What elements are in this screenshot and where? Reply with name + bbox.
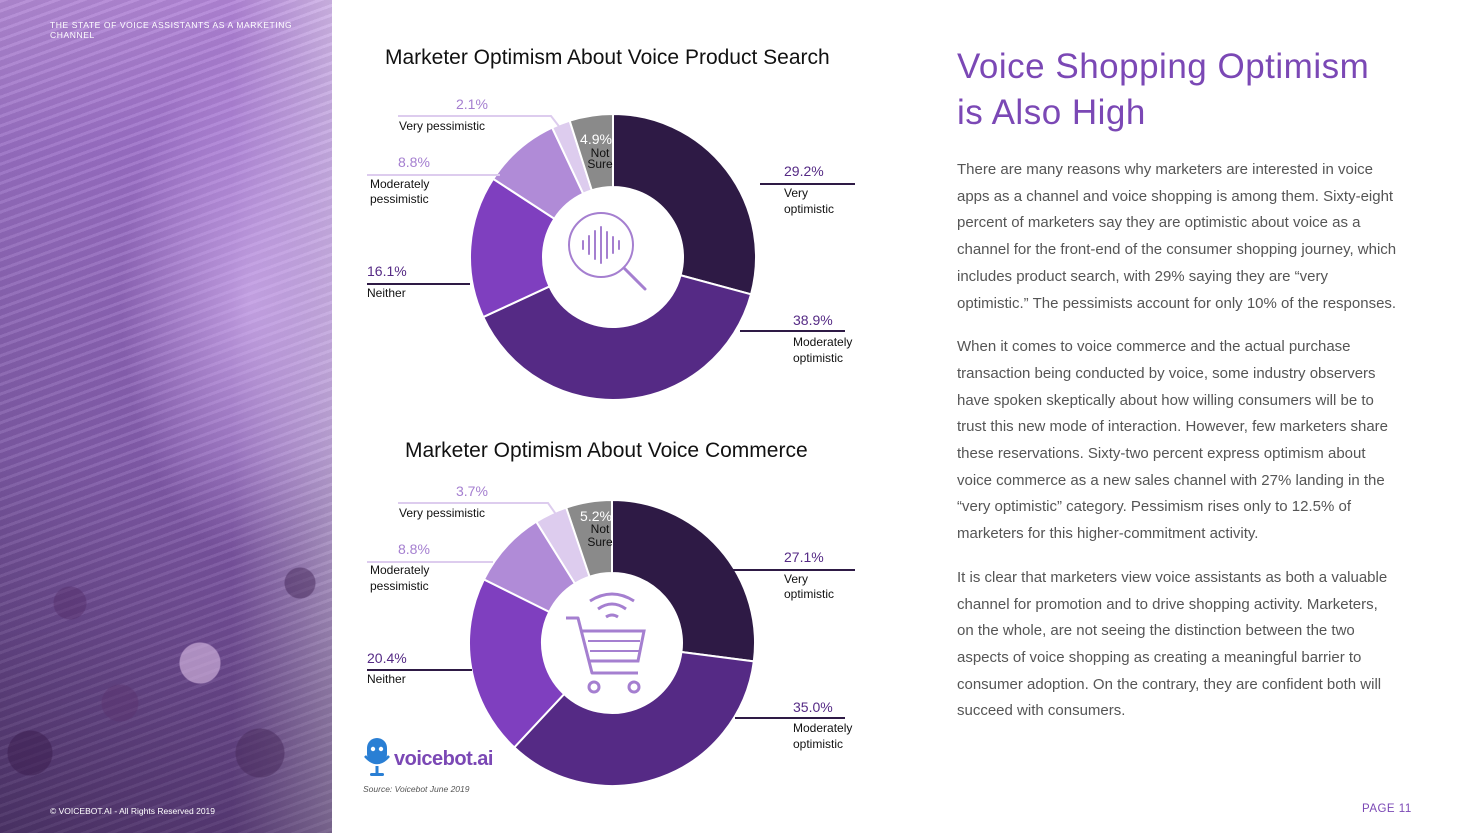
label-2-neither-value: 20.4% [367, 650, 407, 666]
label-2-very-pessimistic-value: 3.7% [456, 483, 488, 499]
label-2-not-sure-text-2: Sure [587, 535, 613, 549]
label-2-moderately-pessimistic-text-1: Moderately [370, 563, 429, 577]
voice-search-icon [568, 212, 647, 291]
slice-1-not-sure [568, 112, 614, 192]
label-2-very-optimistic-value: 27.1% [784, 549, 824, 565]
label-2-very-optimistic-text-2: optimistic [784, 587, 834, 601]
label-1-very-pessimistic-value: 2.1% [456, 96, 488, 112]
label-1-very-optimistic-value: 29.2% [784, 163, 824, 179]
chart-title-voice-commerce: Marketer Optimism About Voice Commerce [405, 439, 808, 462]
label-2-very-pessimistic-leader [398, 502, 561, 521]
label-2-not-sure-text-1: Not [591, 522, 610, 536]
source-note: Source: Voicebot June 2019 [363, 784, 470, 794]
label-2-moderately-optimistic-text-1: Moderately [793, 721, 852, 735]
copyright: © VOICEBOT.AI - All Rights Reserved 2019 [50, 806, 215, 816]
label-2-very-pessimistic-text-1: Very pessimistic [399, 506, 485, 520]
label-1-neither-value: 16.1% [367, 263, 407, 279]
slice-1-very-optimistic [612, 112, 757, 296]
slice-2-moderately-optimistic [512, 650, 755, 787]
body-text: There are many reasons why marketers are… [957, 157, 1397, 742]
paragraph-3: It is clear that marketers view voice as… [957, 568, 1388, 720]
report-title: THE STATE OF VOICE ASSISTANTS AS A MARKE… [50, 20, 293, 40]
voicebot-logo: voicebot.ai [362, 736, 502, 780]
logo-text: voicebot.ai [394, 748, 493, 770]
label-2-very-optimistic-text-1: Very [784, 572, 808, 586]
label-2-moderately-optimistic-value: 35.0% [793, 699, 833, 715]
label-1-not-sure-text-2: Sure [587, 157, 613, 171]
slice-2-not-sure [564, 498, 613, 578]
microphone-icon [364, 738, 390, 776]
label-1-moderately-optimistic-value: 38.9% [793, 312, 833, 328]
label-2-moderately-pessimistic-text-2: pessimistic [370, 579, 429, 593]
label-1-moderately-pessimistic-text-1: Moderately [370, 177, 429, 191]
label-2-not-sure-value: 5.2% [580, 508, 612, 524]
label-1-moderately-pessimistic-value: 8.8% [398, 154, 430, 170]
page-heading: Voice Shopping Optimism is Also High [957, 44, 1417, 136]
label-1-neither-text-1: Neither [367, 286, 406, 300]
slice-2-neither [468, 578, 566, 749]
label-1-moderately-pessimistic-text-2: pessimistic [370, 192, 429, 206]
label-1-not-sure-value: 4.9% [580, 131, 612, 147]
chart-title-product-search: Marketer Optimism About Voice Product Se… [385, 46, 830, 69]
slice-2-very-optimistic [611, 498, 756, 663]
label-1-very-pessimistic-text-1: Very pessimistic [399, 119, 485, 133]
heading-line-1: Voice Shopping Optimism [957, 47, 1370, 86]
heading-line-2: is Also High [957, 93, 1146, 132]
paragraph-2: When it comes to voice commerce and the … [957, 338, 1389, 543]
label-2-moderately-optimistic-text-2: optimistic [793, 737, 843, 751]
label-1-very-optimistic-text-1: Very [784, 186, 808, 200]
label-1-moderately-optimistic-text-2: optimistic [793, 351, 843, 365]
label-1-very-optimistic-text-2: optimistic [784, 202, 834, 216]
label-1-not-sure-text-1: Not [591, 146, 610, 160]
voice-cart-icon [566, 592, 646, 694]
label-1-moderately-optimistic-text-1: Moderately [793, 335, 852, 349]
label-2-moderately-pessimistic-value: 8.8% [398, 541, 430, 557]
crowd-silhouettes [0, 453, 332, 833]
label-1-very-pessimistic-leader [398, 115, 569, 139]
sidebar-photo: THE STATE OF VOICE ASSISTANTS AS A MARKE… [0, 0, 332, 833]
slice-1-moderately-optimistic [481, 274, 753, 401]
label-2-neither-text-1: Neither [367, 672, 406, 686]
paragraph-1: There are many reasons why marketers are… [957, 161, 1397, 312]
page-number: PAGE 11 [1362, 803, 1412, 815]
